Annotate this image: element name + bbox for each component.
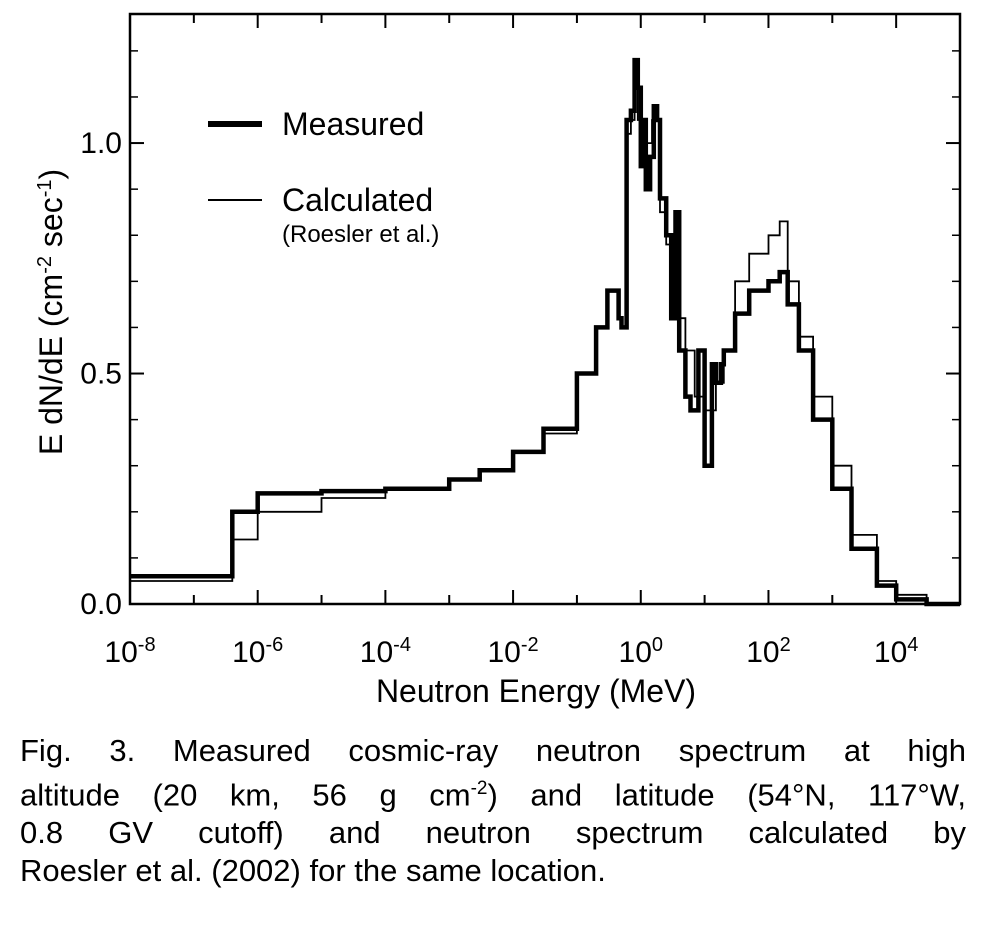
plot-frame — [128, 12, 962, 606]
figure-caption: Fig. 3. Measured cosmic-ray neutron spec… — [20, 732, 966, 890]
x-tick-label: 100 — [619, 634, 664, 669]
caption-line-3: 0.8 GV cutoff) and neutron spectrum calc… — [20, 815, 966, 851]
x-tick-label-base: 10 — [874, 636, 907, 669]
caption-line-4: Roesler et al. (2002) for the same locat… — [20, 853, 606, 889]
series-line-calculated — [130, 82, 960, 605]
x-tick-label-exponent: -4 — [393, 634, 411, 656]
x-tick-label-exponent: -8 — [138, 634, 156, 656]
x-tick-label: 102 — [746, 634, 791, 669]
legend-calculated-label: Calculated — [282, 182, 433, 218]
y-tick-label: 0.0 — [80, 588, 122, 621]
y-axis-title-main: E dN/dE (cm — [33, 274, 69, 455]
caption-line-1: Fig. 3. Measured cosmic-ray neutron spec… — [20, 733, 966, 768]
x-tick-label-exponent: -2 — [521, 634, 539, 656]
caption-line-2-sup: -2 — [470, 778, 488, 799]
y-tick-label: 1.0 — [80, 127, 122, 160]
x-tick-label-exponent: 2 — [780, 634, 791, 656]
x-tick-label-base: 10 — [360, 636, 393, 669]
x-tick-label-exponent: -6 — [265, 634, 283, 656]
y-tick-label: 0.5 — [80, 358, 122, 391]
caption-line-2-a: altitude (20 km, 56 g cm — [20, 777, 471, 813]
x-tick-label-base: 10 — [104, 636, 137, 669]
x-tick-label-base: 10 — [232, 636, 265, 669]
x-tick-label-exponent: 4 — [907, 634, 918, 656]
x-tick-label: 10-8 — [104, 634, 155, 669]
y-axis-title-mid: sec — [33, 197, 69, 256]
x-tick-label: 10-4 — [360, 634, 411, 669]
x-tick-label-base: 10 — [487, 636, 520, 669]
legend-calculated-note: (Roesler et al.) — [282, 221, 439, 248]
y-axis-title: E dN/dE (cm-2 sec-1) — [33, 169, 69, 455]
x-tick-label: 10-2 — [487, 634, 538, 669]
legend: Measured Calculated (Roesler et al.) — [208, 106, 439, 248]
x-tick-label: 10-6 — [232, 634, 283, 669]
legend-measured-label: Measured — [282, 106, 424, 142]
caption-line-2: altitude (20 km, 56 g cm-2) and latitude… — [20, 770, 966, 814]
series-layer — [130, 57, 960, 607]
x-tick-label-exponent: 0 — [652, 634, 663, 656]
series-line-measured — [130, 57, 960, 607]
y-axis-title-end: ) — [33, 169, 69, 180]
y-axis-title-sup1: -2 — [34, 256, 56, 274]
caption-line-2-b: ) and latitude (54°N, 117°W, — [487, 777, 966, 813]
x-axis-title: Neutron Energy (MeV) — [376, 673, 696, 709]
y-axis-title-sup2: -1 — [34, 180, 56, 198]
x-tick-label-base: 10 — [619, 636, 652, 669]
x-tick-label: 104 — [874, 634, 919, 669]
x-tick-label-base: 10 — [746, 636, 779, 669]
